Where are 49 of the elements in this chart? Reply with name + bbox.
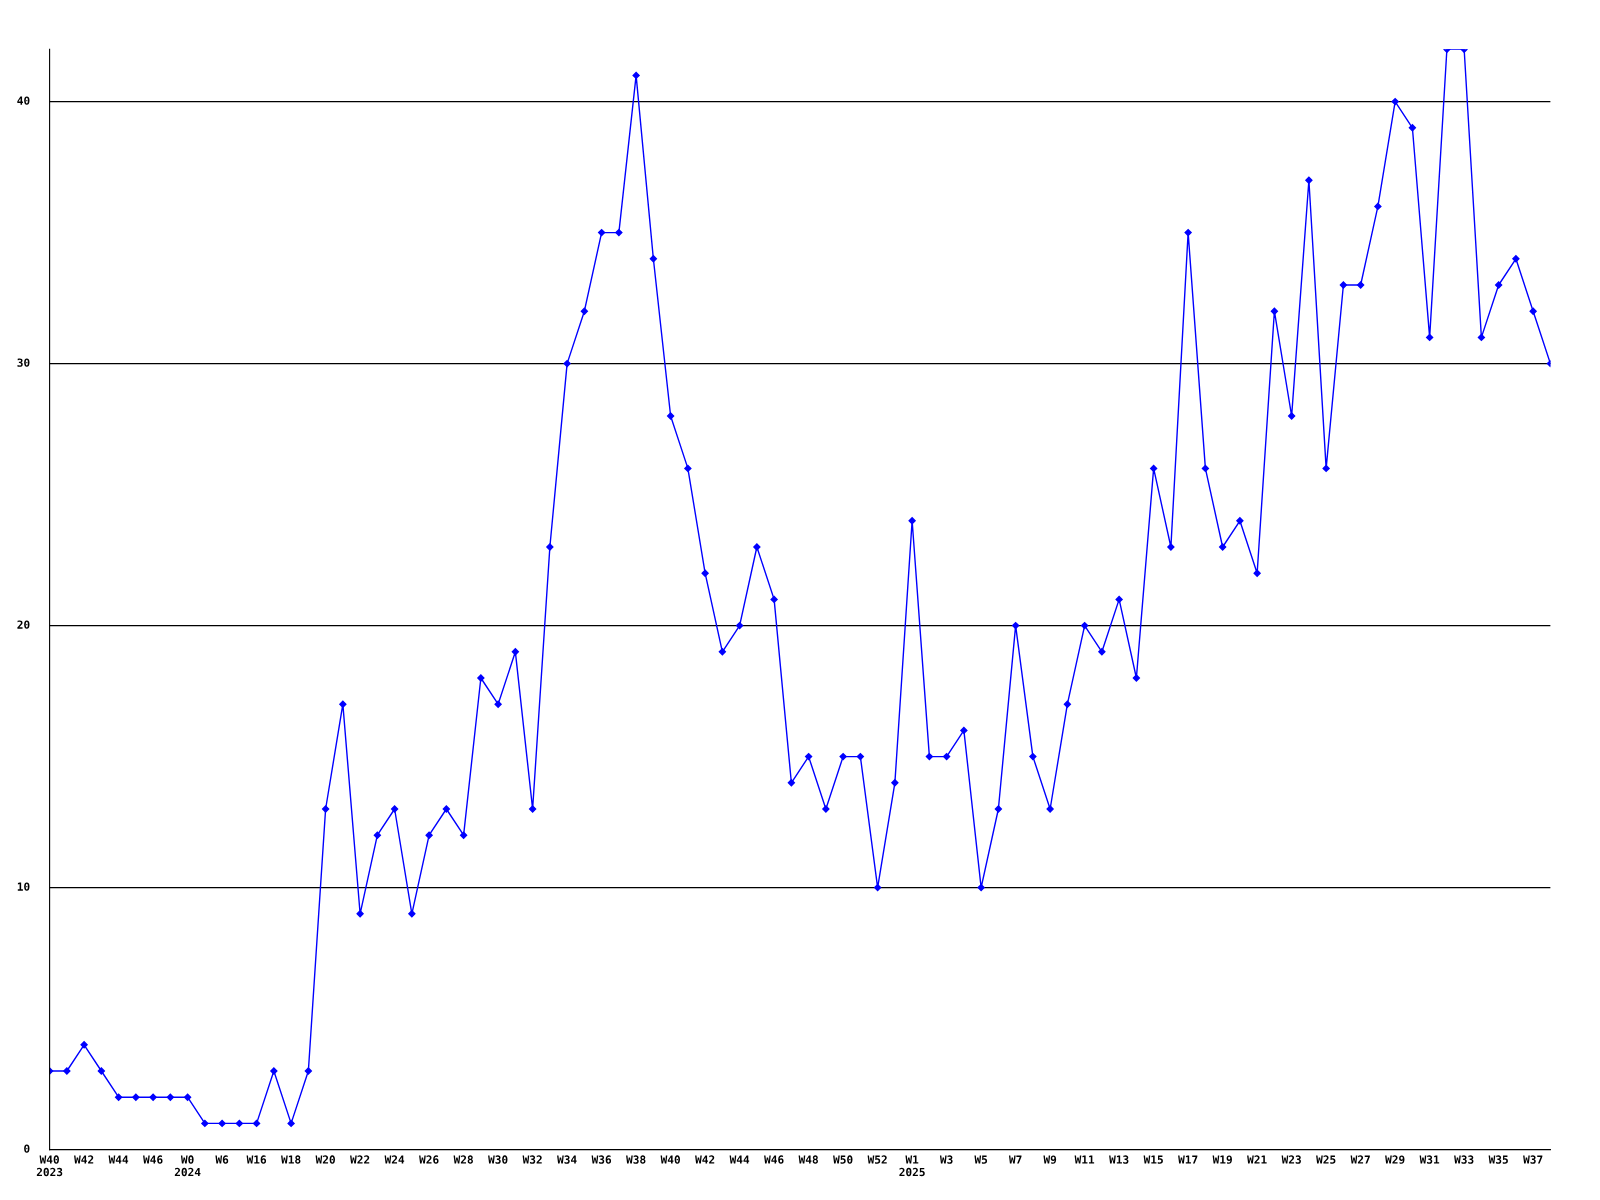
- x-tick-label: W23: [1281, 1155, 1301, 1164]
- x-tick-label: W44: [729, 1155, 750, 1164]
- x-tick-label: W7: [1008, 1155, 1022, 1164]
- x-tick-label: W42: [695, 1155, 715, 1164]
- y-tick-label: 20: [17, 620, 30, 629]
- x-tick-label: W21: [1247, 1155, 1267, 1164]
- x-tick-label: W40: [660, 1155, 680, 1164]
- x-tick-label: W38: [626, 1155, 646, 1164]
- x-tick-label: W48: [798, 1155, 818, 1164]
- x-tick-label: W40 2023: [36, 1155, 63, 1177]
- y-tick-label: 10: [17, 882, 30, 891]
- y-tick-label: 40: [17, 96, 30, 105]
- x-tick-label: W31: [1419, 1155, 1440, 1164]
- x-tick-label: W20: [315, 1155, 335, 1164]
- x-tick-label: W22: [350, 1155, 370, 1164]
- y-tick-label: 0: [24, 1144, 30, 1153]
- x-tick-label: W35: [1488, 1155, 1508, 1164]
- x-tick-label: W33: [1454, 1155, 1474, 1164]
- x-tick-label: W46: [764, 1155, 784, 1164]
- x-tick-label: W5: [974, 1155, 988, 1164]
- x-tick-label: W42: [74, 1155, 94, 1164]
- x-tick-label: W9: [1043, 1155, 1057, 1164]
- x-tick-label: W28: [453, 1155, 473, 1164]
- x-tick-label: W50: [833, 1155, 853, 1164]
- x-tick-label: W29: [1385, 1155, 1405, 1164]
- x-tick-label: W15: [1143, 1155, 1163, 1164]
- x-tick-label: W30: [488, 1155, 508, 1164]
- x-tick-label: W1 2025: [899, 1155, 925, 1177]
- x-tick-label: W11: [1074, 1155, 1095, 1164]
- y-tick-label: 30: [17, 358, 30, 367]
- x-tick-label: W26: [419, 1155, 439, 1164]
- x-tick-label: W16: [246, 1155, 267, 1164]
- x-tick-label: W37: [1523, 1155, 1543, 1164]
- x-tick-label: W46: [143, 1155, 163, 1164]
- x-tick-label: W36: [591, 1155, 612, 1164]
- x-tick-label: W18: [281, 1155, 301, 1164]
- x-tick-label: W25: [1316, 1155, 1336, 1164]
- x-tick-label: W34: [557, 1155, 577, 1164]
- x-tick-label: W27: [1350, 1155, 1370, 1164]
- x-tick-label: W19: [1212, 1155, 1232, 1164]
- x-tick-label: W17: [1178, 1155, 1198, 1164]
- x-tick-label: W32: [522, 1155, 542, 1164]
- x-tick-label: W52: [867, 1155, 887, 1164]
- x-tick-label: W3: [939, 1155, 953, 1164]
- x-tick-label: W13: [1109, 1155, 1129, 1164]
- x-tick-label: W0 2024: [174, 1155, 201, 1177]
- x-tick-label: W6: [215, 1155, 229, 1164]
- x-tick-label: W24: [384, 1155, 405, 1164]
- x-tick-label: W44: [108, 1155, 129, 1164]
